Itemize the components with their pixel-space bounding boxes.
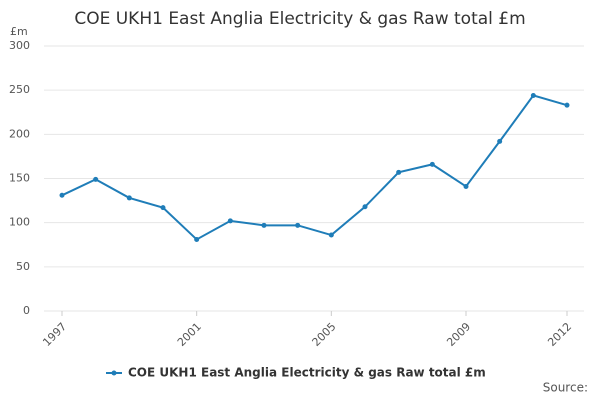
data-point (295, 222, 301, 228)
data-point (160, 205, 166, 211)
data-point (261, 222, 267, 228)
data-point (564, 102, 570, 108)
data-point (93, 176, 99, 182)
x-tick-label: 1997 (40, 320, 69, 349)
y-tick-label: 100 (9, 216, 30, 229)
data-point (497, 138, 503, 144)
y-tick-label: 150 (9, 172, 30, 185)
x-tick-label: 2001 (175, 320, 204, 349)
x-tick-label: 2012 (545, 320, 574, 349)
data-point (227, 218, 233, 224)
data-point (59, 192, 65, 198)
legend-label: COE UKH1 East Anglia Electricity & gas R… (128, 366, 486, 380)
y-tick-label: 200 (9, 127, 30, 140)
data-point (396, 169, 402, 175)
y-tick-label: 0 (23, 304, 30, 317)
y-axis-label: £m (10, 25, 28, 38)
x-tick-label: 2009 (444, 320, 473, 349)
series-line (61, 94, 568, 241)
legend-marker (111, 370, 117, 376)
data-point (126, 195, 132, 201)
y-tick-label: 50 (16, 260, 30, 273)
data-point (463, 183, 469, 189)
source: Source: (543, 381, 588, 395)
data-point (362, 204, 368, 210)
chart-title: COE UKH1 East Anglia Electricity & gas R… (74, 9, 525, 29)
x-tick-label: 2005 (310, 320, 339, 349)
data-point (194, 236, 200, 242)
data-point (328, 232, 334, 238)
y-tick-label: 250 (9, 83, 30, 96)
data-point (530, 92, 536, 98)
y-tick-label: 300 (9, 39, 30, 52)
data-point (429, 161, 435, 167)
